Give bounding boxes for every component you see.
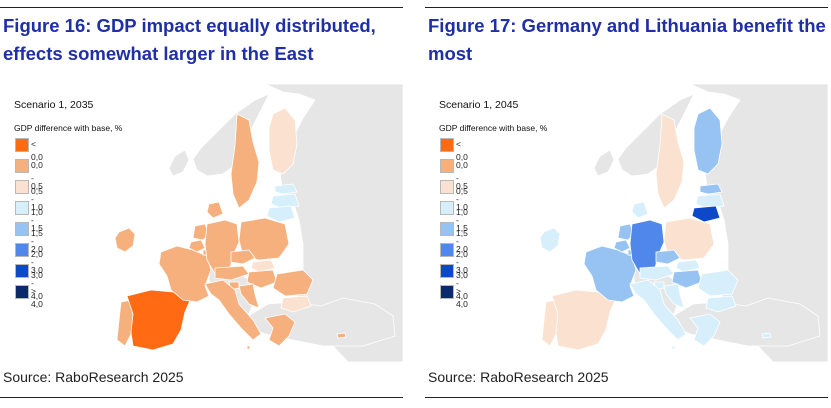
non-eu-land [192,93,270,177]
legend-label: 1,5 - 2,0 [456,223,468,259]
legend-swatch [15,201,29,215]
country-gr [689,313,721,347]
country-ie [114,227,136,253]
country-lt [691,205,721,223]
legend-label: 1,0 - 1,5 [31,202,43,238]
legend-title: GDP difference with base, % [14,123,123,133]
legend-label: > 4,0 [456,286,468,309]
legend-swatch [440,264,454,278]
country-fi [693,107,723,175]
country-se [655,113,685,209]
country-ee [699,183,723,195]
country-lv [270,193,300,209]
country-dk [631,201,649,219]
legend-label: > 4,0 [31,286,43,309]
country-at [214,265,250,281]
legend-label: 0,0 - 0,5 [31,160,43,196]
country-cz [230,249,256,265]
country-de [629,219,665,275]
legend-swatch [15,138,29,152]
legend-swatch [440,159,454,173]
legend-title: GDP difference with base, % [439,123,548,133]
country-sk [675,259,701,273]
figure-panel-17: Figure 17: Germany and Lithuania benefit… [425,0,828,408]
bottom-rule [0,397,403,398]
country-bg [280,295,312,313]
figure-title: Figure 16: GDP impact equally distribute… [3,15,376,64]
europe-map [428,84,828,362]
country-hr [238,283,260,309]
country-it [204,279,262,341]
legend-swatch [15,159,29,173]
scenario-label: Scenario 1, 2045 [439,99,519,111]
non-eu-land [593,149,615,177]
legend-label: 3,0 - 4,0 [31,265,43,301]
country-bg [705,295,737,313]
map: Scenario 1, 2035 GDP difference with bas… [3,84,403,362]
country-ro [272,269,314,297]
legend-label: 1,5 - 2,0 [31,223,43,259]
country-lv [695,193,725,209]
legend-label: < 0,0 [31,139,43,162]
country-pl [663,217,715,261]
legend-swatch [440,222,454,236]
country-mt [246,345,251,350]
legend-label: < 0,0 [456,139,468,162]
legend-label: 0,5 - 1,0 [456,181,468,217]
legend-swatch [440,243,454,257]
country-gr [264,313,296,347]
country-lt [266,205,296,223]
figure-panel-16: Figure 16: GDP impact equally distribute… [0,0,403,408]
top-rule [425,7,828,8]
country-hu [671,269,703,289]
source-note: Source: RaboResearch 2025 [3,369,184,385]
country-cy [336,332,347,339]
country-hu [246,269,278,289]
source-note: Source: RaboResearch 2025 [428,369,609,385]
country-de [204,219,240,275]
figure-title: Figure 17: Germany and Lithuania benefit… [428,15,826,64]
legend-swatch [15,285,29,299]
legend-swatch [15,180,29,194]
legend-label: 0,0 - 0,5 [456,160,468,196]
non-eu-land [617,93,695,177]
country-it [629,279,687,341]
country-sk [250,259,276,273]
country-ee [274,183,298,195]
country-ro [697,269,739,297]
country-hr [663,283,685,309]
legend-label: 2,0 - 3,0 [31,244,43,280]
country-dk [206,201,224,219]
country-es [126,289,192,351]
top-rule [0,7,403,8]
legend-label: 2,0 - 3,0 [456,244,468,280]
legend-swatch [15,222,29,236]
legend-swatch [15,243,29,257]
country-ie [539,227,561,253]
legend-swatch [15,264,29,278]
country-pl [238,217,290,261]
legend-swatch [440,138,454,152]
legend-swatch [440,285,454,299]
country-be [188,239,206,253]
country-at [639,265,675,281]
legend-swatch [440,201,454,215]
country-be [613,239,631,253]
scenario-label: Scenario 1, 2035 [14,99,94,111]
country-se [230,113,260,209]
country-es [551,289,617,351]
bottom-rule [425,397,828,398]
country-fi [268,107,298,175]
map: Scenario 1, 2045 GDP difference with bas… [428,84,828,362]
country-cz [655,249,681,265]
non-eu-land [168,149,190,177]
europe-map [3,84,403,362]
country-cy [761,332,772,339]
legend-swatch [440,180,454,194]
legend-label: 1,0 - 1,5 [456,202,468,238]
legend-label: 3,0 - 4,0 [456,265,468,301]
country-mt [671,345,676,350]
legend-label: 0,5 - 1,0 [31,181,43,217]
